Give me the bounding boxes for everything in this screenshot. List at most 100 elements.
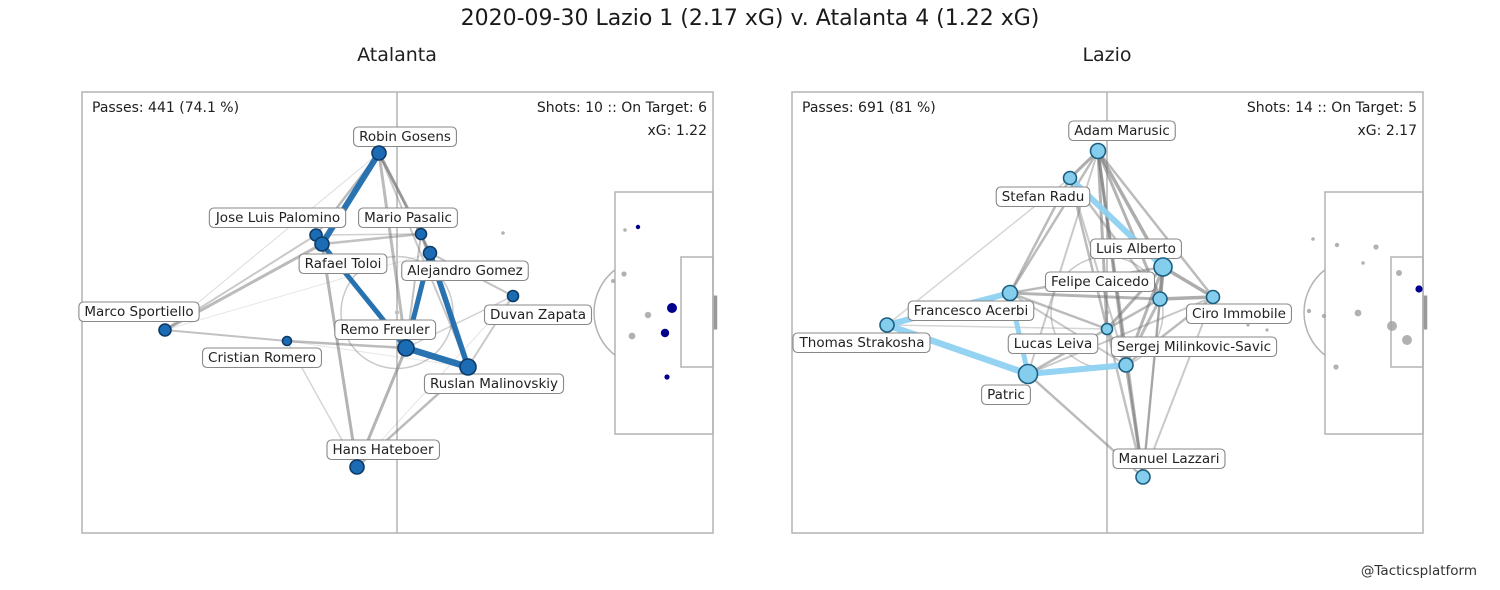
player-label-text-duvan-zapata: Duvan Zapata — [490, 307, 586, 323]
player-node-alejandro-gomez — [422, 245, 438, 261]
player-node-remo-freuler — [397, 339, 415, 357]
shot-dot-miss — [1306, 308, 1312, 314]
player-node-ciro-immobile — [1205, 289, 1221, 305]
player-node-patric — [1017, 363, 1039, 385]
player-label-box-sergej-milinkovic-savic — [1110, 336, 1278, 358]
player-label-box-adam-marusic — [1068, 120, 1176, 142]
atalanta-shots-stat: Shots: 10 :: On Target: 6 — [536, 100, 707, 116]
shot-dot-goal — [667, 303, 677, 313]
pass-edge — [320, 242, 359, 469]
pass-edge — [315, 233, 422, 236]
shot-dot-miss — [628, 332, 636, 340]
player-label-text-ciro-immobile: Ciro Immobile — [1192, 306, 1286, 322]
player-label-box-stefan-radu — [995, 186, 1091, 208]
player-label-text-cristian-romero: Cristian Romero — [208, 350, 316, 366]
player-node-francesco-acerbi — [1001, 284, 1019, 302]
player-label-text-remo-freuler: Remo Freuler — [340, 322, 430, 338]
shot-dot-goal — [664, 374, 670, 380]
shot-dot-goal — [635, 224, 641, 230]
player-label-text-luis-alberto: Luis Alberto — [1096, 241, 1176, 257]
pass-edge — [164, 152, 380, 331]
pass-edge — [1027, 296, 1214, 375]
player-label-box-ciro-immobile — [1185, 303, 1293, 325]
pass-edge — [378, 152, 469, 368]
player-node-marco-sportiello — [158, 323, 172, 337]
player-label-box-remo-freuler — [334, 319, 437, 341]
player-node-luis-alberto — [1153, 257, 1173, 277]
panel-title-lazio: Lazio — [1082, 44, 1132, 66]
pass-edge — [1105, 297, 1162, 331]
shot-dot-miss — [1246, 323, 1250, 327]
player-node-adam-marusic — [1089, 142, 1107, 160]
pass-edge — [377, 151, 408, 350]
shot-dot-miss — [644, 311, 652, 319]
shot-dot-miss — [1311, 237, 1315, 241]
pass-edge — [1142, 298, 1161, 478]
lazio-passes-stat: Passes: 691 (81 %) — [802, 100, 936, 116]
pass-edge-strong — [402, 344, 472, 371]
player-label-box-manuel-lazzari — [1112, 448, 1226, 470]
atalanta-xg-stat: xG: 1.22 — [647, 123, 707, 139]
pass-edge — [1008, 291, 1109, 331]
center-spot — [394, 310, 400, 315]
shot-dots — [501, 224, 677, 380]
pass-edges-gray — [163, 151, 514, 469]
player-label-text-ruslan-malinovskiy: Ruslan Malinovskiy — [430, 376, 558, 392]
shot-dot-miss — [623, 228, 627, 232]
player-node-hans-hateboer — [349, 459, 365, 475]
pass-edge — [320, 232, 423, 246]
player-label-text-patric: Patric — [987, 387, 1025, 403]
shot-dot-miss — [1373, 244, 1379, 250]
player-label-box-cristian-romero — [201, 347, 323, 369]
pass-edge-strong — [1025, 362, 1129, 377]
shot-dot-goal — [1415, 285, 1423, 293]
player-label-box-duvan-zapata — [483, 304, 593, 326]
shot-dot-miss — [1321, 313, 1327, 319]
pass-edge — [1008, 149, 1100, 295]
player-label-text-adam-marusic: Adam Marusic — [1074, 123, 1170, 139]
player-node-ruslan-malinovskiy — [459, 358, 477, 376]
penalty-arc — [1303, 269, 1326, 356]
pass-edge — [164, 252, 431, 331]
pass-edge — [1158, 295, 1215, 301]
player-labels: Thomas Strakosha Patric Francesco Acerbi St… — [792, 120, 1293, 470]
player-label-text-thomas-strakosha: Thomas Strakosha — [799, 335, 925, 351]
player-node-thomas-strakosha — [879, 317, 895, 333]
player-label-box-jose-luis-palomino — [208, 207, 347, 229]
player-node-felipe-caicedo — [1152, 291, 1168, 307]
player-label-box-robin-gosens — [353, 126, 457, 148]
penalty-arc — [593, 269, 616, 356]
player-label-text-mario-pasalic: Mario Pasalic — [364, 210, 452, 226]
shot-dots — [1246, 237, 1423, 370]
player-label-box-lucas-leiva — [1007, 333, 1099, 355]
pass-edge — [164, 329, 288, 342]
player-label-text-rafael-toloi: Rafael Toloi — [305, 256, 382, 272]
player-node-lucas-leiva — [1100, 322, 1114, 336]
player-label-text-sergej-milinkovic-savic: Sergej Milinkovic-Savic — [1117, 339, 1271, 355]
player-nodes — [158, 145, 520, 475]
goal-box — [1390, 256, 1424, 368]
player-node-rafael-toloi — [314, 236, 330, 252]
pass-edge — [285, 339, 408, 350]
player-label-text-marco-sportiello: Marco Sportiello — [84, 304, 193, 320]
shot-dot-miss — [1361, 261, 1365, 265]
player-label-box-thomas-strakosha — [792, 332, 931, 354]
shot-dot-miss — [1334, 242, 1340, 248]
shot-dot-miss — [621, 271, 627, 277]
shot-dot-miss — [501, 231, 505, 235]
penalty-box — [1324, 191, 1424, 435]
lazio-shots-stat: Shots: 14 :: On Target: 5 — [1246, 100, 1417, 116]
player-label-box-francesco-acerbi — [907, 300, 1035, 322]
pass-edge-strong — [319, 150, 382, 247]
panel-atalanta: Marco Sportiello Jose Luis Palomino Rafael… — [78, 91, 718, 534]
player-label-text-stefan-radu: Stefan Radu — [1002, 189, 1085, 205]
atalanta-passes-stat: Passes: 441 (74.1 %) — [92, 100, 240, 116]
panel-title-atalanta: Atalanta — [357, 44, 437, 66]
player-node-stefan-radu — [1062, 170, 1078, 186]
player-label-box-luis-alberto — [1090, 238, 1182, 260]
player-label-text-hans-hateboer: Hans Hateboer — [332, 442, 433, 458]
shot-dot-miss — [1387, 321, 1397, 331]
shot-dot-miss — [1333, 364, 1339, 370]
player-node-duvan-zapata — [506, 289, 520, 303]
player-node-manuel-lazzari — [1135, 469, 1151, 485]
